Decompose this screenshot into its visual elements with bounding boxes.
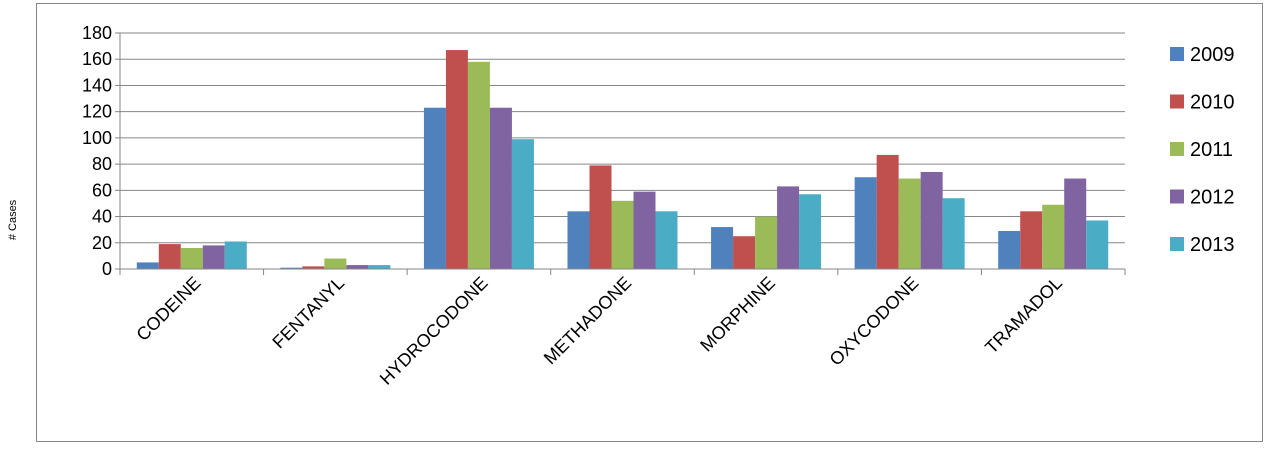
y-tick-label: 140	[82, 75, 112, 95]
bar-2011-fentanyl	[324, 258, 347, 269]
bar-2010-oxycodone	[876, 154, 899, 269]
y-tick-label: 160	[82, 49, 112, 69]
bar-2012-methadone	[633, 191, 656, 269]
legend-label: 2009	[1190, 44, 1235, 66]
bar-2009-codeine	[136, 262, 159, 269]
legend-label: 2013	[1190, 234, 1235, 256]
bar-2010-hydrocodone	[445, 50, 468, 269]
legend-swatch-2013	[1170, 237, 1184, 251]
bar-2013-morphine	[799, 194, 822, 269]
bar-2012-oxycodone	[920, 171, 943, 269]
y-tick-label: 20	[92, 233, 112, 253]
bar-2010-morphine	[733, 236, 756, 269]
bar-2013-fentanyl	[368, 265, 391, 269]
bar-2012-codeine	[202, 245, 225, 269]
bar-2011-hydrocodone	[467, 61, 490, 269]
axes	[115, 32, 1126, 275]
y-tick-label: 120	[82, 102, 112, 122]
legend: 2009 2010 2011 2012 2013	[1170, 44, 1235, 256]
bar-2013-codeine	[224, 241, 247, 269]
bar-2009-oxycodone	[854, 177, 877, 269]
bar-2009-hydrocodone	[423, 107, 446, 269]
bar-2009-methadone	[567, 211, 590, 269]
legend-label: 2011	[1190, 139, 1233, 161]
bar-2010-methadone	[589, 165, 612, 269]
y-tick-label: 0	[102, 259, 112, 279]
y-tick-label: 40	[92, 207, 112, 227]
bar-2011-tramadol	[1042, 204, 1065, 269]
bar-2013-methadone	[655, 211, 678, 269]
bar-2011-methadone	[611, 200, 634, 269]
y-tick-label: 100	[82, 128, 112, 148]
y-axis-label: # Cases	[7, 199, 19, 240]
bar-2010-codeine	[158, 244, 181, 269]
bar-2010-fentanyl	[302, 266, 325, 269]
y-tick-label: 180	[82, 23, 112, 43]
y-tick-label: 60	[92, 180, 112, 200]
legend-swatch-2012	[1170, 189, 1184, 204]
bar-2011-codeine	[180, 248, 203, 269]
legend-swatch-2010	[1170, 94, 1184, 109]
legend-swatch-2009	[1170, 47, 1184, 61]
bar-2011-oxycodone	[898, 178, 921, 269]
bar-2010-tramadol	[1020, 211, 1043, 269]
bar-2009-morphine	[711, 227, 734, 269]
bar-2012-fentanyl	[346, 265, 369, 269]
bar-2013-tramadol	[1086, 220, 1109, 269]
bar-2012-hydrocodone	[489, 107, 512, 269]
bars	[136, 50, 1109, 269]
legend-label: 2010	[1190, 92, 1235, 114]
bar-2012-morphine	[777, 186, 800, 269]
bar-2009-tramadol	[998, 230, 1021, 269]
bar-2011-morphine	[755, 216, 778, 269]
y-tick-labels: 0 20 40 60 80 100 120 140 160 180	[82, 23, 112, 279]
y-tick-label: 80	[92, 154, 112, 174]
bar-2013-hydrocodone	[511, 139, 534, 269]
bar-2012-tramadol	[1064, 178, 1087, 269]
bar-2009-fentanyl	[280, 267, 303, 269]
legend-label: 2012	[1190, 187, 1235, 209]
legend-swatch-2011	[1170, 142, 1184, 156]
bar-2013-oxycodone	[942, 198, 965, 269]
